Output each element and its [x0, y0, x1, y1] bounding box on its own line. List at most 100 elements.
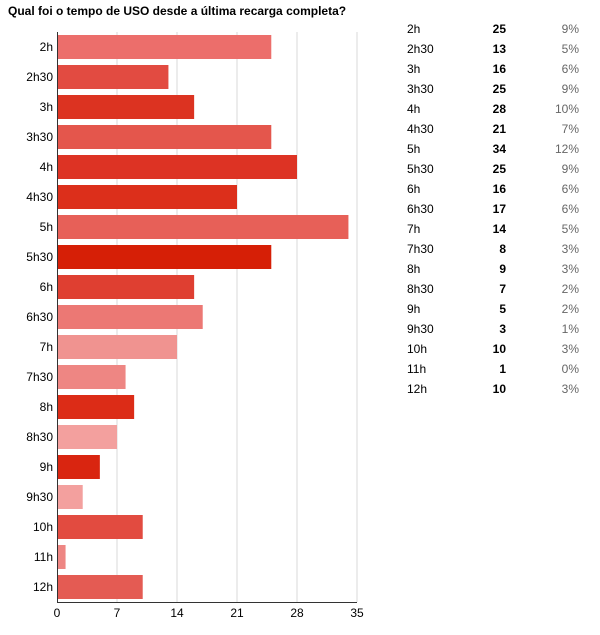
summary-row: 9h 5 2% [407, 300, 582, 320]
summary-label: 5h [407, 142, 421, 156]
summary-row: 6h 16 6% [407, 180, 582, 200]
bar [57, 245, 272, 269]
summary-row: 11h 1 0% [407, 360, 582, 380]
summary-row: 6h30 17 6% [407, 200, 582, 220]
bar [57, 305, 203, 329]
category-label: 2h30 [26, 70, 53, 84]
category-label: 7h [40, 340, 53, 354]
summary-percent: 7% [561, 122, 579, 136]
bar [57, 95, 195, 119]
summary-count: 5 [499, 302, 506, 316]
category-label: 5h30 [26, 250, 53, 264]
summary-row: 4h30 21 7% [407, 120, 582, 140]
summary-percent: 5% [561, 42, 579, 56]
summary-table: 2h 25 9% 2h30 13 5% 3h 16 6% 3h30 25 9% 4h 28 10% 4h30 2… [407, 20, 582, 400]
summary-row: 5h 34 12% [407, 140, 582, 160]
bar [57, 455, 100, 479]
summary-row: 4h 28 10% [407, 100, 582, 120]
bar [57, 125, 272, 149]
summary-percent: 12% [554, 142, 579, 156]
summary-row: 7h 14 5% [407, 220, 582, 240]
summary-label: 6h [407, 182, 421, 196]
summary-count: 16 [492, 62, 506, 76]
summary-percent: 6% [561, 182, 579, 196]
bar [57, 545, 66, 569]
summary-percent: 6% [561, 62, 579, 76]
category-label: 12h [33, 580, 53, 594]
category-label: 9h30 [26, 490, 53, 504]
summary-row: 2h30 13 5% [407, 40, 582, 60]
summary-row: 2h 25 9% [407, 20, 582, 40]
summary-percent: 3% [561, 342, 579, 356]
bar [57, 575, 143, 599]
summary-count: 14 [492, 222, 506, 236]
summary-label: 3h30 [407, 82, 434, 96]
bar [57, 215, 349, 239]
summary-row: 8h 9 3% [407, 260, 582, 280]
summary-label: 11h [407, 362, 427, 376]
summary-label: 9h [407, 302, 421, 316]
x-tick-label: 21 [230, 606, 244, 620]
summary-percent: 9% [561, 162, 579, 176]
category-label: 2h [40, 40, 53, 54]
summary-label: 10h [407, 342, 428, 356]
summary-label: 2h30 [407, 42, 434, 56]
summary-percent: 2% [561, 302, 579, 316]
summary-row: 5h30 25 9% [407, 160, 582, 180]
summary-count: 25 [492, 82, 506, 96]
category-label: 4h [40, 160, 53, 174]
summary-count: 13 [492, 42, 506, 56]
x-tick-label: 28 [290, 606, 304, 620]
summary-row: 10h 10 3% [407, 340, 582, 360]
bar [57, 485, 83, 509]
summary-count: 25 [492, 162, 506, 176]
summary-label: 2h [407, 22, 421, 36]
bar [57, 185, 237, 209]
x-tick-label: 0 [54, 606, 61, 620]
summary-percent: 0% [561, 362, 579, 376]
summary-percent: 5% [561, 222, 579, 236]
summary-count: 9 [499, 262, 506, 276]
summary-label: 4h30 [407, 122, 434, 136]
bar [57, 335, 177, 359]
summary-count: 3 [499, 322, 506, 336]
summary-label: 3h [407, 62, 421, 76]
summary-label: 6h30 [407, 202, 434, 216]
summary-row: 8h30 7 2% [407, 280, 582, 300]
summary-percent: 10% [554, 102, 579, 116]
summary-count: 17 [492, 202, 506, 216]
summary-label: 9h30 [407, 322, 434, 336]
bar [57, 155, 297, 179]
category-labels: 2h 2h30 3h 3h30 4h 4h30 5h 5h30 6h 6h30 7h 7h30 8h 8h… [26, 40, 53, 594]
bar [57, 65, 169, 89]
summary-label: 7h [407, 222, 421, 236]
category-label: 3h [40, 100, 53, 114]
summary-count: 8 [499, 242, 506, 256]
category-label: 6h [40, 280, 53, 294]
summary-row: 7h30 8 3% [407, 240, 582, 260]
summary-percent: 3% [561, 242, 579, 256]
summary-label: 8h30 [407, 282, 434, 296]
summary-percent: 9% [561, 22, 579, 36]
summary-count: 10 [492, 382, 506, 396]
summary-count: 7 [499, 282, 506, 296]
bar [57, 515, 143, 539]
category-label: 11h [34, 550, 53, 564]
category-label: 6h30 [26, 310, 53, 324]
x-tick-label: 14 [170, 606, 184, 620]
summary-count: 1 [499, 362, 506, 376]
bar [57, 35, 272, 59]
summary-percent: 3% [561, 382, 579, 396]
summary-count: 25 [492, 22, 506, 36]
category-label: 9h [40, 460, 53, 474]
summary-count: 28 [492, 102, 506, 116]
summary-percent: 9% [561, 82, 579, 96]
bar [57, 275, 195, 299]
summary-count: 34 [492, 142, 506, 156]
bar [57, 395, 135, 419]
category-label: 3h30 [26, 130, 53, 144]
category-label: 4h30 [26, 190, 53, 204]
summary-row: 9h30 3 1% [407, 320, 582, 340]
summary-percent: 3% [561, 262, 579, 276]
